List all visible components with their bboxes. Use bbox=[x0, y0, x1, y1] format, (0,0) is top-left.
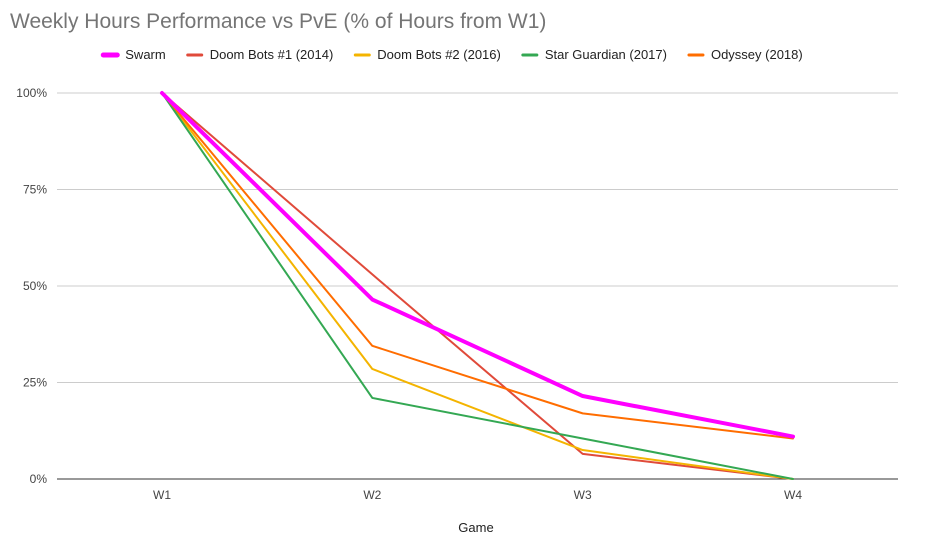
y-tick-label: 50% bbox=[23, 279, 47, 293]
x-tick-label: W2 bbox=[363, 488, 381, 502]
series-line-doom-bots-2-2016 bbox=[161, 92, 794, 480]
x-axis-title: Game bbox=[458, 520, 493, 535]
series-line-swarm bbox=[160, 91, 795, 439]
y-tick-label: 0% bbox=[30, 472, 48, 486]
y-tick-label: 100% bbox=[16, 86, 47, 100]
legend-item-doom-bots-2-2016[interactable]: Doom Bots #2 (2016) bbox=[353, 47, 501, 62]
x-axis-ticks: W1 W2 W3 W4 bbox=[153, 488, 802, 502]
legend-item-swarm[interactable]: Swarm bbox=[100, 47, 166, 62]
chart-title: Weekly Hours Performance vs PvE (% of Ho… bbox=[10, 10, 546, 33]
legend-label: Doom Bots #1 (2014) bbox=[210, 47, 334, 62]
legend-item-doom-bots-1-2014[interactable]: Doom Bots #1 (2014) bbox=[186, 47, 334, 62]
gridlines bbox=[57, 92, 898, 480]
x-tick-label: W4 bbox=[784, 488, 802, 502]
x-tick-label: W3 bbox=[574, 488, 592, 502]
legend-label: Star Guardian (2017) bbox=[545, 47, 667, 62]
y-tick-label: 25% bbox=[23, 376, 47, 390]
series-line-odyssey-2018 bbox=[161, 92, 794, 440]
legend-label: Odyssey (2018) bbox=[711, 47, 803, 62]
y-axis-ticks: 0% 25% 50% 75% 100% bbox=[16, 86, 47, 486]
series-line-doom-bots-1-2014 bbox=[161, 92, 794, 480]
series-line-star-guardian-2017 bbox=[161, 92, 794, 480]
y-tick-label: 75% bbox=[23, 183, 47, 197]
x-tick-label: W1 bbox=[153, 488, 171, 502]
legend-item-star-guardian-2017[interactable]: Star Guardian (2017) bbox=[521, 47, 667, 62]
legend-label: Swarm bbox=[125, 47, 165, 62]
series-lines bbox=[160, 91, 795, 480]
legend-item-odyssey-2018[interactable]: Odyssey (2018) bbox=[687, 47, 803, 62]
legend-label: Doom Bots #2 (2016) bbox=[377, 47, 501, 62]
legend: Swarm Doom Bots #1 (2014) Doom Bots #2 (20… bbox=[100, 47, 803, 62]
